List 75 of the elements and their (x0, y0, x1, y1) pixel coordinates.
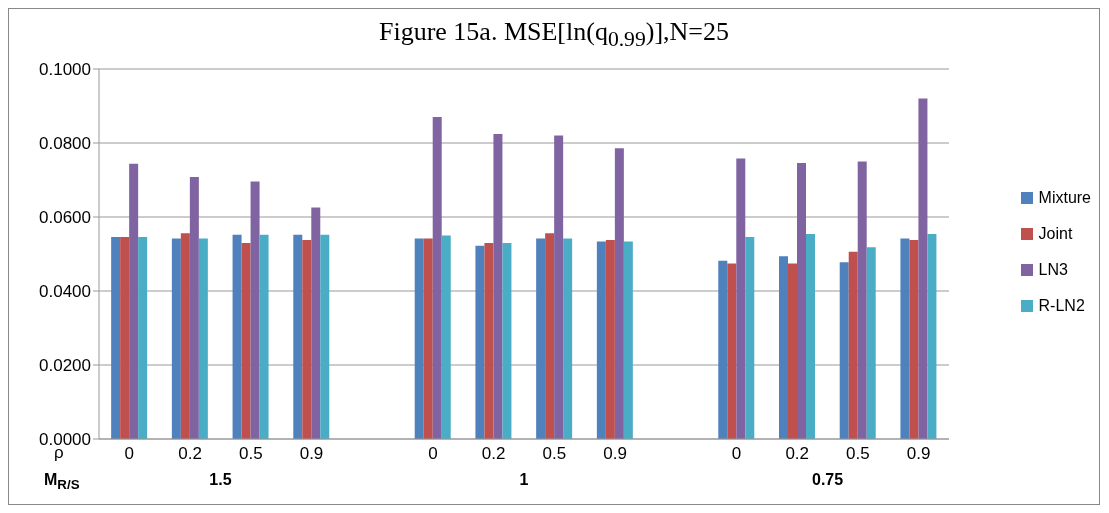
bar (198, 238, 208, 439)
x-tick-label: 0.2 (178, 444, 202, 464)
x-tick-label: 0.5 (238, 444, 263, 464)
bar (779, 256, 788, 439)
text: 1.5 (208, 471, 233, 489)
y-tick-label: 0.0600 (39, 208, 91, 228)
bar (259, 234, 269, 439)
bar (857, 161, 867, 439)
bar (927, 234, 937, 439)
bar (736, 158, 746, 439)
bar (189, 177, 199, 439)
x-tick-label: 0.2 (785, 444, 810, 464)
bar (423, 238, 433, 439)
legend-label: LN3 (1038, 261, 1068, 279)
bar (797, 162, 806, 439)
y-tick-label: 0.1000 (39, 60, 91, 80)
bar (900, 238, 910, 439)
bar (129, 163, 139, 439)
bar (250, 181, 260, 439)
bar (909, 239, 919, 439)
x-tick-label: 0 (124, 444, 135, 464)
text: M$_{R/S}$ (44, 471, 80, 493)
x-tick-label: 0.9 (603, 444, 627, 464)
bar (232, 234, 242, 439)
y-tick-label: 0.0000 (39, 430, 91, 450)
bar (727, 263, 737, 439)
bar (554, 135, 564, 439)
bar (475, 245, 485, 439)
bar (866, 247, 876, 439)
bar (493, 134, 503, 439)
bar (441, 235, 451, 439)
bar (563, 238, 573, 439)
y-tick-label: 0.0800 (39, 134, 91, 154)
bar (502, 242, 512, 439)
bar (111, 236, 121, 439)
bar (806, 234, 815, 439)
bar (596, 241, 606, 439)
bar (839, 262, 849, 439)
bar (180, 233, 190, 439)
bar (605, 239, 615, 439)
x-tick-label: 0.5 (846, 444, 870, 464)
text: 0.75 (811, 471, 845, 489)
bar (745, 236, 755, 439)
bar (918, 98, 928, 439)
legend-label: Mixture (1038, 189, 1091, 207)
y-tick-label: 0.0400 (39, 282, 91, 302)
bar (614, 148, 624, 439)
bar (320, 234, 330, 439)
x-tick-label: 0.9 (906, 444, 931, 464)
legend-label: R-LN2 (1038, 297, 1085, 315)
legend-label: Joint (1038, 225, 1073, 243)
bar (241, 242, 251, 439)
bar (432, 117, 442, 439)
bar (120, 236, 130, 439)
bar (293, 234, 303, 439)
bar (414, 238, 424, 439)
bar (545, 233, 555, 439)
bar (171, 238, 181, 439)
bar (138, 236, 148, 439)
x-tick-label: 0.9 (299, 444, 324, 464)
bar (302, 239, 312, 439)
bar (311, 207, 321, 439)
bar (848, 251, 858, 439)
x-tick-label: 0.5 (542, 444, 567, 464)
bar (623, 241, 633, 439)
bar (788, 263, 797, 439)
y-tick-label: 0.0200 (39, 356, 91, 376)
text: 1 (518, 471, 530, 489)
x-tick-label: 0 (428, 444, 438, 464)
bar (484, 242, 494, 439)
chart-title: Figure 15a. MSE[ln(q$_{0.99}$)],N=25 (377, 17, 731, 53)
x-tick-label: 0.2 (481, 444, 506, 464)
bar (536, 238, 546, 439)
x-tick-label: 0 (731, 444, 742, 464)
bar (718, 260, 728, 439)
